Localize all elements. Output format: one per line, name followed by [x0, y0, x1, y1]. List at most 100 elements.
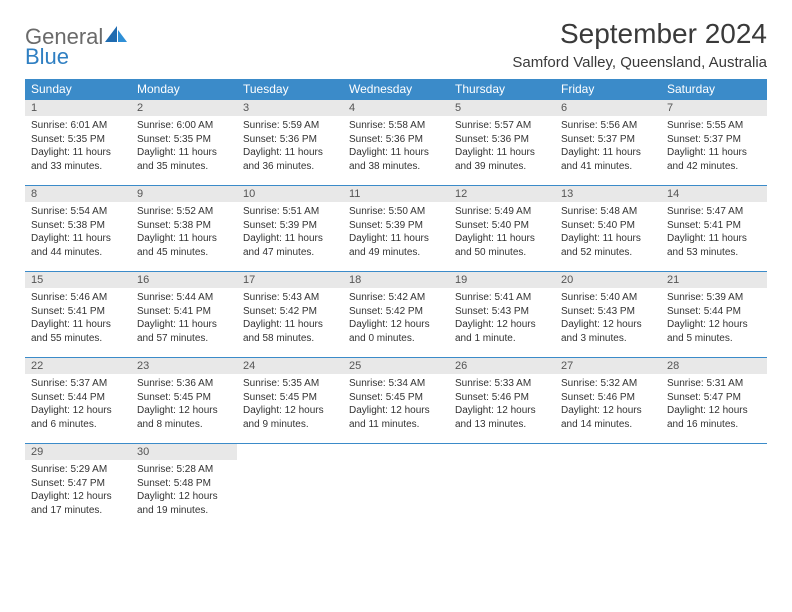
calendar-day-cell: 20Sunrise: 5:40 AMSunset: 5:43 PMDayligh… [555, 272, 661, 358]
sunset-line: Sunset: 5:40 PM [455, 219, 549, 233]
sunrise-line: Sunrise: 5:54 AM [31, 205, 125, 219]
calendar-day-cell [555, 444, 661, 530]
daylight-line: Daylight: 11 hours and 52 minutes. [561, 232, 655, 259]
day-number: 21 [661, 272, 767, 288]
weekday-header: Monday [131, 79, 237, 100]
brand-logo: General Blue [25, 18, 129, 67]
calendar-day-cell: 3Sunrise: 5:59 AMSunset: 5:36 PMDaylight… [237, 100, 343, 186]
daylight-line: Daylight: 11 hours and 50 minutes. [455, 232, 549, 259]
sunrise-line: Sunrise: 5:46 AM [31, 291, 125, 305]
calendar-table: SundayMondayTuesdayWednesdayThursdayFrid… [25, 79, 767, 530]
calendar-day-cell: 24Sunrise: 5:35 AMSunset: 5:45 PMDayligh… [237, 358, 343, 444]
daylight-line: Daylight: 12 hours and 6 minutes. [31, 404, 125, 431]
day-body: Sunrise: 5:51 AMSunset: 5:39 PMDaylight:… [237, 202, 343, 262]
day-number: 5 [449, 100, 555, 116]
day-body: Sunrise: 5:41 AMSunset: 5:43 PMDaylight:… [449, 288, 555, 348]
daylight-line: Daylight: 11 hours and 55 minutes. [31, 318, 125, 345]
sunrise-line: Sunrise: 5:56 AM [561, 119, 655, 133]
weekday-header: Tuesday [237, 79, 343, 100]
sunrise-line: Sunrise: 5:52 AM [137, 205, 231, 219]
sunset-line: Sunset: 5:42 PM [349, 305, 443, 319]
calendar-day-cell [237, 444, 343, 530]
sunset-line: Sunset: 5:39 PM [243, 219, 337, 233]
daylight-line: Daylight: 11 hours and 38 minutes. [349, 146, 443, 173]
daylight-line: Daylight: 12 hours and 9 minutes. [243, 404, 337, 431]
day-number: 22 [25, 358, 131, 374]
day-body: Sunrise: 5:44 AMSunset: 5:41 PMDaylight:… [131, 288, 237, 348]
logo-text-block: General Blue [25, 24, 129, 67]
day-body: Sunrise: 5:42 AMSunset: 5:42 PMDaylight:… [343, 288, 449, 348]
logo-sail-icon [103, 24, 129, 44]
calendar-week-row: 15Sunrise: 5:46 AMSunset: 5:41 PMDayligh… [25, 272, 767, 358]
sunset-line: Sunset: 5:43 PM [561, 305, 655, 319]
day-body: Sunrise: 5:57 AMSunset: 5:36 PMDaylight:… [449, 116, 555, 176]
calendar-day-cell: 27Sunrise: 5:32 AMSunset: 5:46 PMDayligh… [555, 358, 661, 444]
daylight-line: Daylight: 11 hours and 53 minutes. [667, 232, 761, 259]
calendar-week-row: 1Sunrise: 6:01 AMSunset: 5:35 PMDaylight… [25, 100, 767, 186]
calendar-day-cell: 1Sunrise: 6:01 AMSunset: 5:35 PMDaylight… [25, 100, 131, 186]
calendar-day-cell: 5Sunrise: 5:57 AMSunset: 5:36 PMDaylight… [449, 100, 555, 186]
daylight-line: Daylight: 12 hours and 16 minutes. [667, 404, 761, 431]
weekday-header: Thursday [449, 79, 555, 100]
calendar-week-row: 22Sunrise: 5:37 AMSunset: 5:44 PMDayligh… [25, 358, 767, 444]
weekday-header: Saturday [661, 79, 767, 100]
day-body: Sunrise: 5:32 AMSunset: 5:46 PMDaylight:… [555, 374, 661, 434]
day-number: 19 [449, 272, 555, 288]
sunrise-line: Sunrise: 5:31 AM [667, 377, 761, 391]
day-number: 18 [343, 272, 449, 288]
day-body: Sunrise: 5:33 AMSunset: 5:46 PMDaylight:… [449, 374, 555, 434]
calendar-day-cell: 9Sunrise: 5:52 AMSunset: 5:38 PMDaylight… [131, 186, 237, 272]
day-number: 23 [131, 358, 237, 374]
sunset-line: Sunset: 5:48 PM [137, 477, 231, 491]
calendar-day-cell: 17Sunrise: 5:43 AMSunset: 5:42 PMDayligh… [237, 272, 343, 358]
calendar-day-cell: 23Sunrise: 5:36 AMSunset: 5:45 PMDayligh… [131, 358, 237, 444]
sunset-line: Sunset: 5:43 PM [455, 305, 549, 319]
day-number: 20 [555, 272, 661, 288]
daylight-line: Daylight: 12 hours and 11 minutes. [349, 404, 443, 431]
sunset-line: Sunset: 5:41 PM [667, 219, 761, 233]
sunrise-line: Sunrise: 5:43 AM [243, 291, 337, 305]
day-number: 11 [343, 186, 449, 202]
sunrise-line: Sunrise: 6:00 AM [137, 119, 231, 133]
sunset-line: Sunset: 5:40 PM [561, 219, 655, 233]
daylight-line: Daylight: 12 hours and 5 minutes. [667, 318, 761, 345]
calendar-day-cell: 26Sunrise: 5:33 AMSunset: 5:46 PMDayligh… [449, 358, 555, 444]
day-body: Sunrise: 5:49 AMSunset: 5:40 PMDaylight:… [449, 202, 555, 262]
sunset-line: Sunset: 5:36 PM [349, 133, 443, 147]
sunrise-line: Sunrise: 5:51 AM [243, 205, 337, 219]
day-number: 26 [449, 358, 555, 374]
sunset-line: Sunset: 5:37 PM [561, 133, 655, 147]
daylight-line: Daylight: 12 hours and 19 minutes. [137, 490, 231, 517]
calendar-day-cell [343, 444, 449, 530]
day-body: Sunrise: 5:46 AMSunset: 5:41 PMDaylight:… [25, 288, 131, 348]
calendar-day-cell: 25Sunrise: 5:34 AMSunset: 5:45 PMDayligh… [343, 358, 449, 444]
day-number: 29 [25, 444, 131, 460]
day-number: 16 [131, 272, 237, 288]
day-number: 15 [25, 272, 131, 288]
day-number: 8 [25, 186, 131, 202]
sunrise-line: Sunrise: 5:41 AM [455, 291, 549, 305]
sunrise-line: Sunrise: 5:48 AM [561, 205, 655, 219]
sunset-line: Sunset: 5:44 PM [667, 305, 761, 319]
calendar-day-cell: 30Sunrise: 5:28 AMSunset: 5:48 PMDayligh… [131, 444, 237, 530]
day-number: 7 [661, 100, 767, 116]
sunrise-line: Sunrise: 5:42 AM [349, 291, 443, 305]
month-title: September 2024 [512, 18, 767, 50]
daylight-line: Daylight: 11 hours and 33 minutes. [31, 146, 125, 173]
calendar-week-row: 8Sunrise: 5:54 AMSunset: 5:38 PMDaylight… [25, 186, 767, 272]
sunset-line: Sunset: 5:45 PM [243, 391, 337, 405]
sunset-line: Sunset: 5:38 PM [31, 219, 125, 233]
daylight-line: Daylight: 11 hours and 47 minutes. [243, 232, 337, 259]
calendar-day-cell: 2Sunrise: 6:00 AMSunset: 5:35 PMDaylight… [131, 100, 237, 186]
day-body: Sunrise: 5:54 AMSunset: 5:38 PMDaylight:… [25, 202, 131, 262]
sunrise-line: Sunrise: 5:58 AM [349, 119, 443, 133]
daylight-line: Daylight: 11 hours and 42 minutes. [667, 146, 761, 173]
sunrise-line: Sunrise: 5:33 AM [455, 377, 549, 391]
calendar-day-cell: 6Sunrise: 5:56 AMSunset: 5:37 PMDaylight… [555, 100, 661, 186]
calendar-day-cell [661, 444, 767, 530]
day-body: Sunrise: 6:00 AMSunset: 5:35 PMDaylight:… [131, 116, 237, 176]
sunset-line: Sunset: 5:41 PM [31, 305, 125, 319]
calendar-day-cell: 15Sunrise: 5:46 AMSunset: 5:41 PMDayligh… [25, 272, 131, 358]
weekday-header: Friday [555, 79, 661, 100]
sunrise-line: Sunrise: 5:37 AM [31, 377, 125, 391]
